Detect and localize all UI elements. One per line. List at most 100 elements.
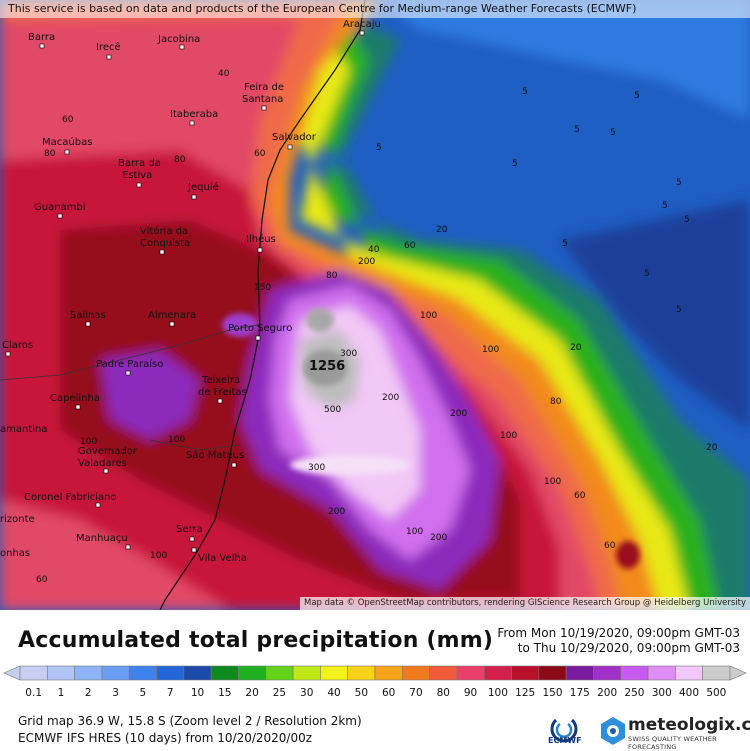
contour-label: 60	[254, 149, 266, 159]
legend-label: 80	[437, 687, 450, 699]
legend-label: 10	[191, 687, 204, 699]
legend-label: 1	[58, 687, 65, 699]
contour-label: 100	[150, 551, 167, 561]
city-label: Serra	[176, 524, 203, 535]
ecmwf-attribution: This service is based on data and produc…	[0, 0, 750, 18]
legend-cell	[320, 665, 348, 681]
legend-cell	[156, 665, 185, 681]
cell-purple-w	[222, 313, 258, 337]
precipitation-map[interactable]: Aracaju Barra Irecê Jacobina Feira de Sa…	[0, 0, 750, 610]
legend-cell	[565, 665, 594, 681]
city-label: de Freitas	[198, 387, 247, 398]
contour-label: 40	[218, 69, 230, 79]
contour-label: 200	[382, 393, 399, 403]
color-legend: 0.1 1 2 3 5 7 10 15 20 25 30 40 50 60 70 80 90 100 125 150 1…	[3, 665, 747, 699]
contour-label: 60	[36, 575, 48, 585]
contour-label: 80	[326, 271, 338, 281]
max-value-label: 1256	[309, 359, 345, 374]
contour-label: 60	[574, 491, 586, 501]
legend-label: 70	[409, 687, 422, 699]
contour-label: 20	[436, 225, 448, 235]
legend-label: 15	[218, 687, 231, 699]
city-label: Coronel Fabriciano	[24, 492, 117, 503]
legend-label: 25	[273, 687, 286, 699]
legend-label: 125	[515, 687, 535, 699]
city-label: Conquista	[140, 238, 190, 249]
contour-label: 5	[574, 125, 580, 135]
contour-label: 5	[676, 178, 682, 188]
ecmwf-logo-icon	[550, 718, 578, 743]
legend-cell	[47, 665, 75, 681]
legend-cell	[675, 665, 703, 681]
contour-label: 200	[450, 409, 467, 419]
contour-label: 5	[562, 239, 568, 249]
legend-cell	[19, 665, 48, 681]
legend-label: 300	[652, 687, 672, 699]
contour-label: 80	[550, 397, 562, 407]
footer-info: Grid map 36.9 W, 15.8 S (Zoom level 2 / …	[18, 713, 362, 747]
contour-label: 60	[604, 541, 616, 551]
legend-cell	[538, 665, 567, 681]
city-label: Itaberaba	[170, 109, 218, 120]
contour-label: 100	[80, 437, 97, 447]
city-label: Manhuaçu	[76, 533, 128, 544]
meteologix-logo-text: meteologix.com	[628, 715, 750, 735]
contour-label: 5	[522, 87, 528, 97]
legend-cell	[702, 665, 731, 681]
band-light	[290, 455, 410, 475]
city-label: Almenara	[148, 310, 196, 321]
city-label: Jacobina	[157, 34, 200, 45]
contour-label: 20	[570, 343, 582, 353]
coastline	[159, 0, 366, 610]
city-label: Ilhéus	[246, 233, 276, 245]
city-label: Teixeira	[201, 375, 240, 386]
contour-label: 200	[430, 533, 447, 543]
meteologix-tagline: SWISS QUALITY WEATHER FORECASTING	[628, 735, 717, 751]
contour-label: 100	[500, 431, 517, 441]
legend-cell	[347, 665, 376, 681]
legend-label: 175	[570, 687, 590, 699]
contour-label: 150	[254, 283, 271, 293]
legend-label: 2	[85, 687, 92, 699]
legend-cell	[429, 665, 458, 681]
city-label: São Mateus	[186, 450, 244, 461]
legend-label: 150	[542, 687, 562, 699]
legend-label: 7	[167, 687, 174, 699]
legend-cell	[620, 665, 649, 681]
city-label: Vila Velha	[198, 553, 247, 564]
city-label: Padre Paraíso	[96, 358, 163, 370]
city-label: Claros	[2, 340, 33, 351]
legend-arrow-left	[3, 665, 21, 681]
city-label: onhas	[0, 548, 30, 559]
core-gray	[303, 350, 347, 386]
contour-label: 5	[634, 91, 640, 101]
contour-label: 300	[308, 463, 325, 473]
legend-label: 5	[140, 687, 147, 699]
legend-label: 50	[355, 687, 368, 699]
legend-arrow-right	[729, 665, 747, 681]
city-label: Santana	[242, 94, 283, 105]
legend-cell	[238, 665, 267, 681]
contour-label: 5	[644, 269, 650, 279]
city-label: Barra da	[118, 158, 161, 169]
contour-label: 100	[544, 477, 561, 487]
state-border	[0, 324, 259, 381]
city-labels: Aracaju Barra Irecê Jacobina Feira de Sa…	[0, 19, 381, 564]
contour-label: 40	[368, 245, 380, 255]
legend-cell	[647, 665, 676, 681]
city-label: Salinas	[70, 310, 106, 321]
grid-info: Grid map 36.9 W, 15.8 S (Zoom level 2 / …	[18, 714, 362, 728]
legend-cell	[183, 665, 212, 681]
forecast-period: From Mon 10/19/2020, 09:00pm GMT-03 to T…	[497, 626, 740, 656]
legend-cell	[128, 665, 157, 681]
contour-label: 100	[482, 345, 499, 355]
city-label: Barra	[28, 32, 55, 43]
city-label: amantina	[0, 424, 48, 435]
legend-cell	[210, 665, 239, 681]
legend-label: 30	[300, 687, 313, 699]
city-label: Aracaju	[343, 19, 381, 30]
model-info: ECMWF IFS HRES (10 days) from 10/20/2020…	[18, 731, 313, 745]
legend-label: 200	[597, 687, 617, 699]
contour-label: 5	[662, 201, 668, 211]
contour-label: 300	[340, 349, 357, 359]
